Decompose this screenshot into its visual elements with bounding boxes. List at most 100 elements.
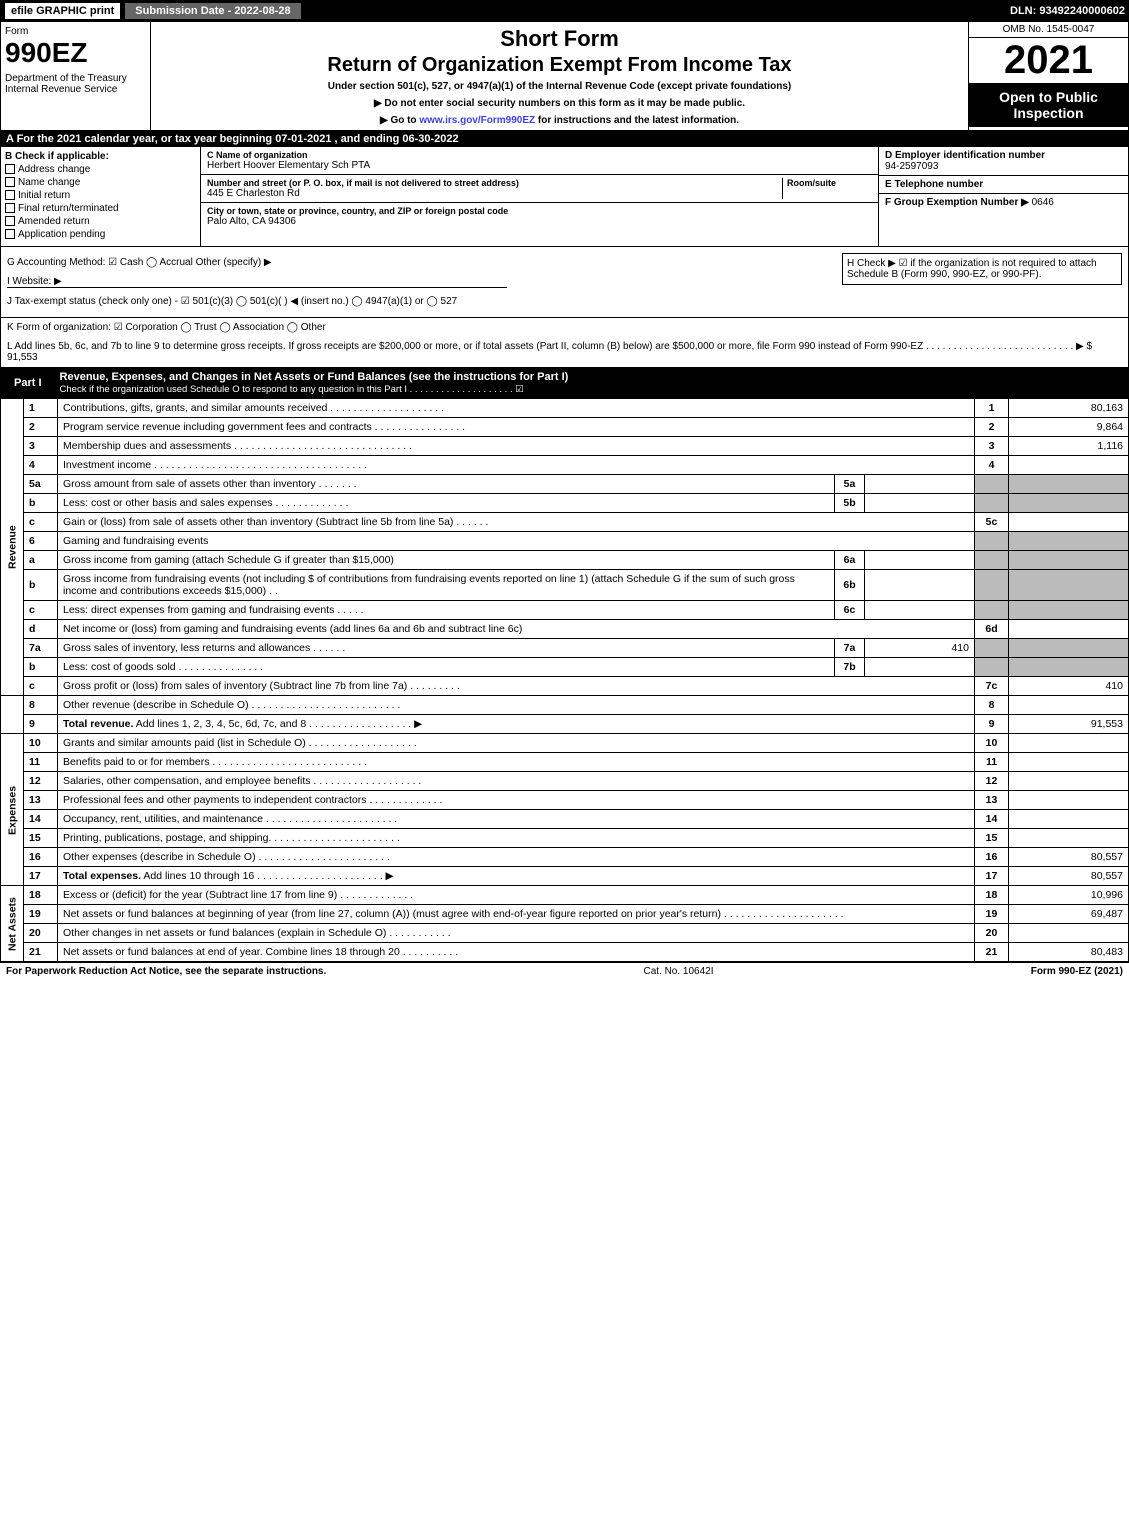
room-label: Room/suite <box>787 178 872 188</box>
footer-left: For Paperwork Reduction Act Notice, see … <box>6 966 326 977</box>
header-center: Short Form Return of Organization Exempt… <box>151 22 968 130</box>
section-g-h-i-j: G Accounting Method: ☑ Cash ◯ Accrual Ot… <box>0 247 1129 318</box>
row-l: L Add lines 5b, 6c, and 7b to line 9 to … <box>0 337 1129 368</box>
page-footer: For Paperwork Reduction Act Notice, see … <box>0 962 1129 980</box>
footer-catno: Cat. No. 10642I <box>643 966 713 977</box>
side-revenue: Revenue <box>1 399 24 696</box>
line-18-desc: Excess or (deficit) for the year (Subtra… <box>58 886 975 905</box>
section-d-e-f: D Employer identification number 94-2597… <box>878 147 1128 246</box>
form-number: 990EZ <box>5 37 146 69</box>
line-18-amt: 10,996 <box>1009 886 1129 905</box>
city-value: Palo Alto, CA 94306 <box>207 216 872 227</box>
line-9-amt: 91,553 <box>1009 715 1129 734</box>
subtitle-ssn: ▶ Do not enter social security numbers o… <box>155 98 964 109</box>
line-11-desc: Benefits paid to or for members . . . . … <box>58 753 975 772</box>
line-2-desc: Program service revenue including govern… <box>58 418 975 437</box>
line-13-desc: Professional fees and other payments to … <box>58 791 975 810</box>
irs-link[interactable]: www.irs.gov/Form990EZ <box>419 115 535 126</box>
line-17-desc: Total expenses. Add lines 10 through 16 … <box>58 867 975 886</box>
efile-label: efile GRAPHIC print <box>4 2 121 20</box>
side-net-assets: Net Assets <box>1 886 24 962</box>
title-short-form: Short Form <box>155 26 964 52</box>
line-16-amt: 80,557 <box>1009 848 1129 867</box>
row-k: K Form of organization: ☑ Corporation ◯ … <box>0 318 1129 337</box>
line-7a-desc: Gross sales of inventory, less returns a… <box>58 639 835 658</box>
row-a-calendar-year: A For the 2021 calendar year, or tax yea… <box>0 131 1129 147</box>
part-i-sub: Check if the organization used Schedule … <box>60 384 524 395</box>
subtitle-link: ▶ Go to www.irs.gov/Form990EZ for instru… <box>155 115 964 126</box>
line-4-desc: Investment income . . . . . . . . . . . … <box>58 456 975 475</box>
d-label: D Employer identification number <box>885 150 1122 161</box>
open-public-badge: Open to Public Inspection <box>969 83 1128 127</box>
line-5a-desc: Gross amount from sale of assets other t… <box>58 475 835 494</box>
line-14-desc: Occupancy, rent, utilities, and maintena… <box>58 810 975 829</box>
gross-receipts-value: 91,553 <box>7 352 38 363</box>
check-initial-return[interactable]: Initial return <box>5 190 196 201</box>
part-i-label: Part I <box>6 377 50 389</box>
line-8-amt <box>1009 696 1129 715</box>
title-return: Return of Organization Exempt From Incom… <box>155 54 964 77</box>
b-title: B Check if applicable: <box>5 151 196 162</box>
c-label: C Name of organization <box>207 150 872 160</box>
line-20-desc: Other changes in net assets or fund bala… <box>58 924 975 943</box>
group-exemption-value: 0646 <box>1032 197 1054 208</box>
line-6a-desc: Gross income from gaming (attach Schedul… <box>58 551 835 570</box>
check-final-return[interactable]: Final return/terminated <box>5 203 196 214</box>
line-10-amt <box>1009 734 1129 753</box>
line-2-amt: 9,864 <box>1009 418 1129 437</box>
dept-label: Department of the Treasury Internal Reve… <box>5 73 146 95</box>
dln-label: DLN: 93492240000602 <box>1010 5 1125 17</box>
line-12-desc: Salaries, other compensation, and employ… <box>58 772 975 791</box>
city-label: City or town, state or province, country… <box>207 206 872 216</box>
check-address-change[interactable]: Address change <box>5 164 196 175</box>
omb-number: OMB No. 1545-0047 <box>969 22 1128 38</box>
line-6d-desc: Net income or (loss) from gaming and fun… <box>58 620 975 639</box>
subtitle-section: Under section 501(c), 527, or 4947(a)(1)… <box>155 81 964 92</box>
tax-year: 2021 <box>969 38 1128 83</box>
line-5c-desc: Gain or (loss) from sale of assets other… <box>58 513 975 532</box>
form-label: Form <box>5 26 146 37</box>
header-left: Form 990EZ Department of the Treasury In… <box>1 22 151 130</box>
line-15-desc: Printing, publications, postage, and shi… <box>58 829 975 848</box>
part-i-desc: Revenue, Expenses, and Changes in Net As… <box>60 371 569 383</box>
lines-table: Revenue 1 Contributions, gifts, grants, … <box>0 398 1129 962</box>
line-5b-desc: Less: cost or other basis and sales expe… <box>58 494 835 513</box>
line-7c-amt: 410 <box>1009 677 1129 696</box>
form-header: Form 990EZ Department of the Treasury In… <box>0 22 1129 131</box>
part-i-header: Part I Revenue, Expenses, and Changes in… <box>0 368 1129 398</box>
line-9-desc: Total revenue. Add lines 1, 2, 3, 4, 5c,… <box>58 715 975 734</box>
line-19-amt: 69,487 <box>1009 905 1129 924</box>
check-name-change[interactable]: Name change <box>5 177 196 188</box>
line-17-amt: 80,557 <box>1009 867 1129 886</box>
line-10-desc: Grants and similar amounts paid (list in… <box>58 734 975 753</box>
line-8-desc: Other revenue (describe in Schedule O) .… <box>58 696 975 715</box>
h-schedule-b-box: H Check ▶ ☑ if the organization is not r… <box>842 253 1122 285</box>
line-21-desc: Net assets or fund balances at end of ye… <box>58 943 975 962</box>
check-application-pending[interactable]: Application pending <box>5 229 196 240</box>
line-3-desc: Membership dues and assessments . . . . … <box>58 437 975 456</box>
line-16-desc: Other expenses (describe in Schedule O) … <box>58 848 975 867</box>
ein-value: 94-2597093 <box>885 161 1122 172</box>
section-b-checks: B Check if applicable: Address change Na… <box>1 147 201 246</box>
section-c-address: C Name of organization Herbert Hoover El… <box>201 147 878 246</box>
header-right: OMB No. 1545-0047 2021 Open to Public In… <box>968 22 1128 130</box>
line-1-desc: Contributions, gifts, grants, and simila… <box>58 399 975 418</box>
org-name: Herbert Hoover Elementary Sch PTA <box>207 160 872 171</box>
f-label: F Group Exemption Number ▶ <box>885 197 1029 208</box>
line-7c-desc: Gross profit or (loss) from sales of inv… <box>58 677 975 696</box>
line-6d-amt <box>1009 620 1129 639</box>
line-6b-desc: Gross income from fundraising events (no… <box>58 570 835 601</box>
line-5c-amt <box>1009 513 1129 532</box>
line-3-amt: 1,116 <box>1009 437 1129 456</box>
top-bar: efile GRAPHIC print Submission Date - 20… <box>0 0 1129 22</box>
line-7b-desc: Less: cost of goods sold . . . . . . . .… <box>58 658 835 677</box>
line-6c-desc: Less: direct expenses from gaming and fu… <box>58 601 835 620</box>
e-label: E Telephone number <box>885 179 1122 190</box>
street-value: 445 E Charleston Rd <box>207 188 782 199</box>
i-website: I Website: ▶ <box>7 276 507 288</box>
line-7a-midamt: 410 <box>865 639 975 658</box>
check-amended-return[interactable]: Amended return <box>5 216 196 227</box>
line-4-amt <box>1009 456 1129 475</box>
line-1-amt: 80,163 <box>1009 399 1129 418</box>
footer-form-ref: Form 990-EZ (2021) <box>1031 966 1123 977</box>
